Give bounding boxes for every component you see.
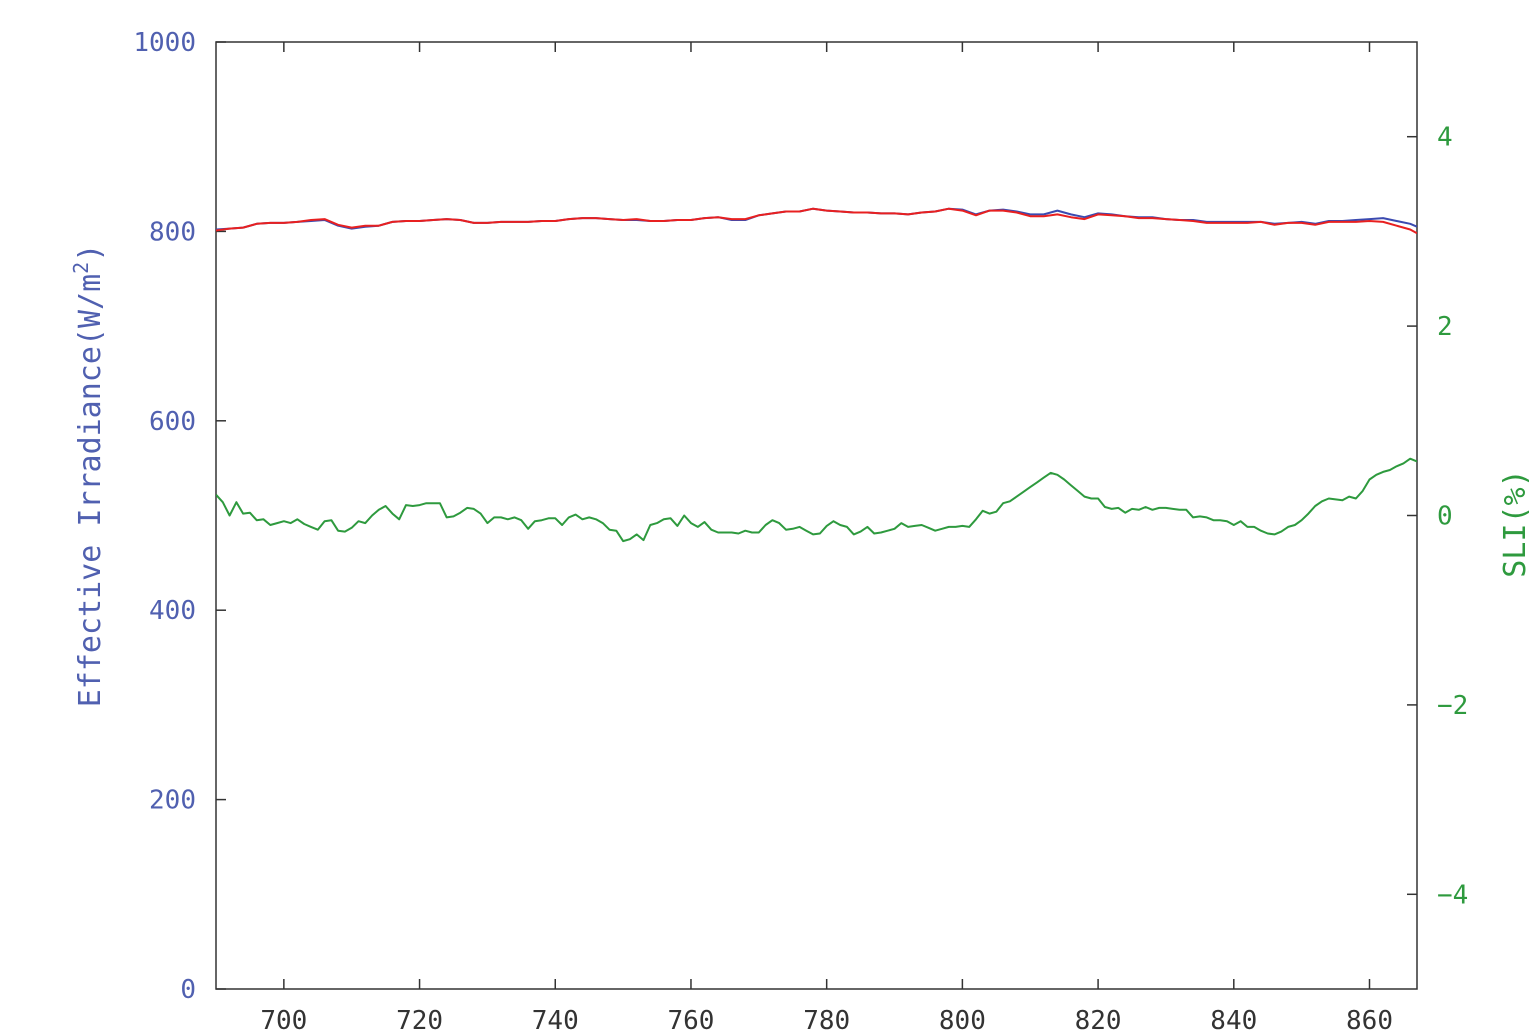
series-lines [216, 207, 1417, 543]
x-tick-label: 840 [1210, 1006, 1257, 1031]
y-left-tick-label: 800 [149, 217, 196, 247]
tick-labels: 700 720 740 760 780 800 820 840 860 0 200 400 600 800… [133, 28, 1468, 1031]
x-tick-label: 800 [939, 1006, 986, 1031]
series-line-irradiance-blue [216, 207, 1417, 231]
y-left-tick-label: 1000 [133, 28, 196, 58]
x-tick-label: 700 [260, 1006, 307, 1031]
y-right-tick-label: −2 [1437, 691, 1468, 721]
y-right-tick-label: −4 [1437, 880, 1468, 910]
x-tick-label: 720 [396, 1006, 443, 1031]
y-left-tick-label: 600 [149, 407, 196, 437]
series-line-sli [216, 457, 1417, 543]
x-tick-label: 820 [1075, 1006, 1122, 1031]
y-right-tick-label: 2 [1437, 312, 1453, 342]
y-right-tick-label: 0 [1437, 502, 1453, 532]
x-tick-label: 760 [667, 1006, 714, 1031]
tick-marks [216, 41, 1417, 990]
y-left-tick-label: 400 [149, 596, 196, 626]
y-right-tick-label: 4 [1437, 123, 1453, 153]
x-tick-label: 860 [1346, 1006, 1393, 1031]
y-left-tick-label: 200 [149, 786, 196, 816]
y-axis-left-title: Effective Irradiance(W/m2) [69, 244, 108, 708]
y-axis-left-title-sup: 2 [69, 262, 93, 274]
y-left-tick-label: 0 [180, 975, 196, 1005]
x-tick-label: 780 [803, 1006, 850, 1031]
x-tick-label: 740 [532, 1006, 579, 1031]
y-axis-left-title-main: Effective Irradiance(W/m [73, 274, 108, 707]
series-line-irradiance-red [216, 207, 1417, 235]
y-axis-left-title-end: ) [73, 244, 108, 262]
y-axis-right-title: SLI(%) [1498, 469, 1533, 577]
